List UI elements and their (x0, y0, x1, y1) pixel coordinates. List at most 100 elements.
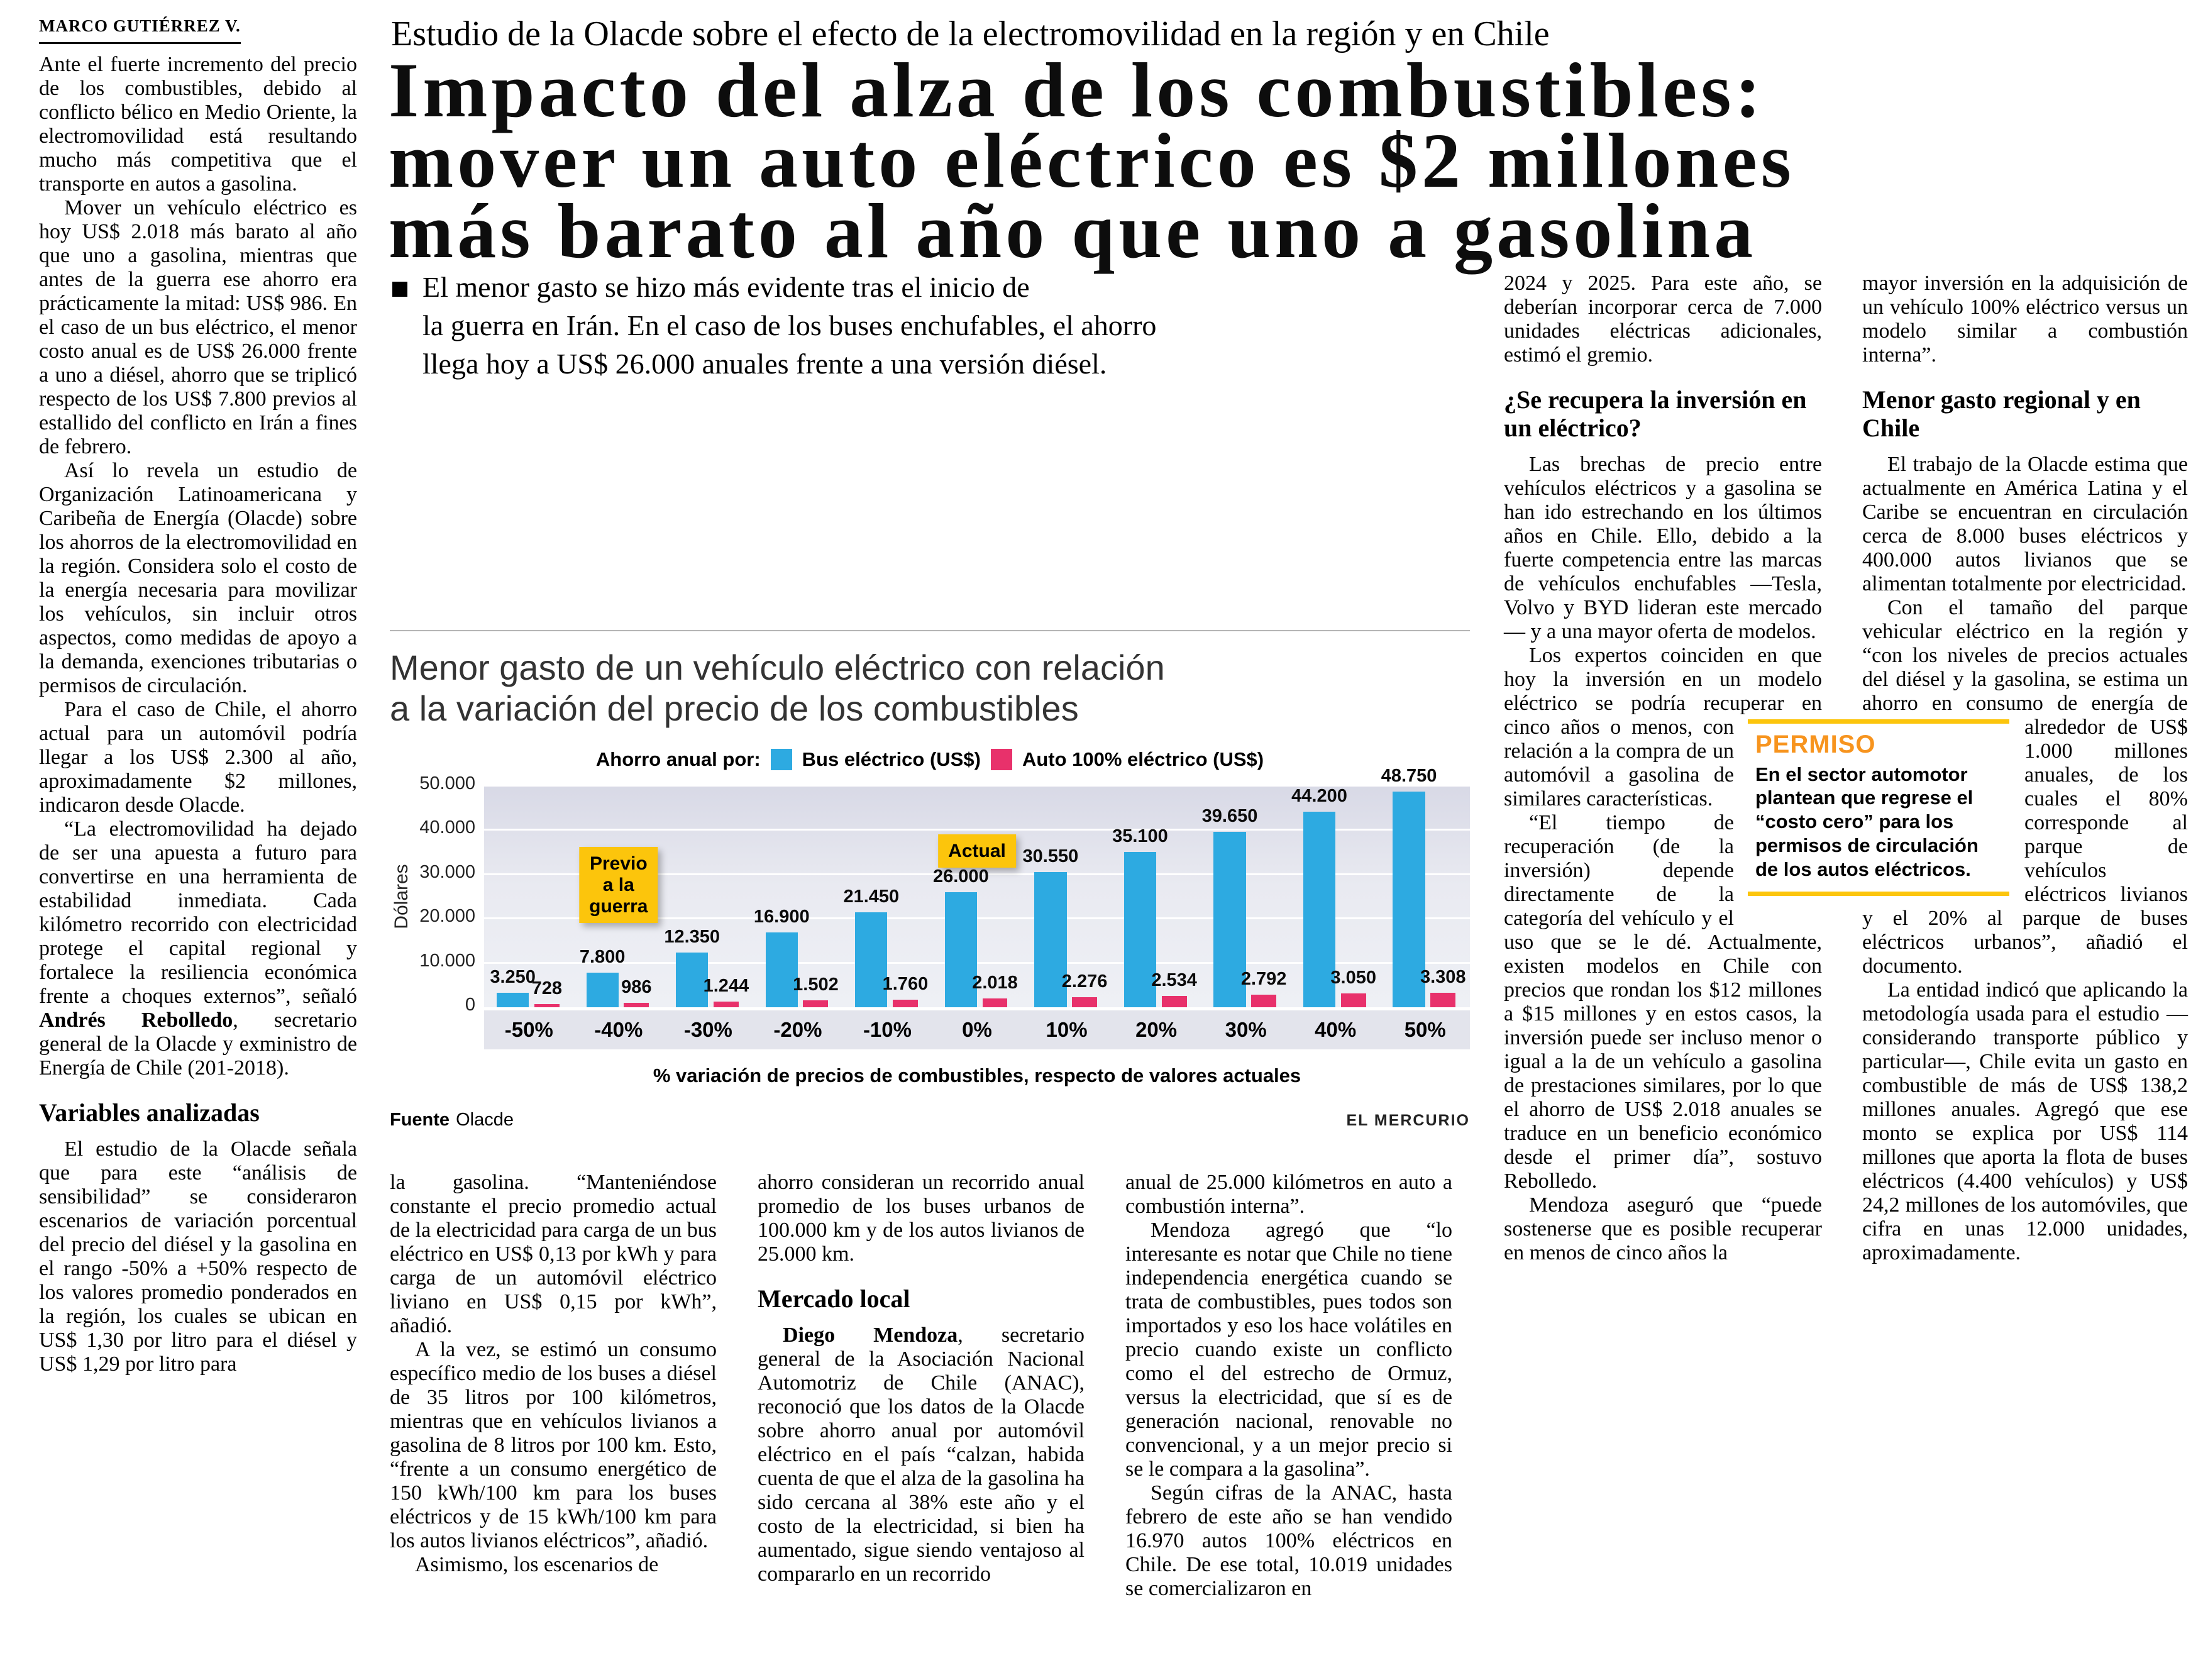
chart-category-group: 21.450 1.760 (842, 786, 932, 1007)
bus-value-label: 12.350 (664, 926, 720, 947)
section-subhead: Variables analizadas (39, 1098, 260, 1127)
chart-body: Dólares 50.000 40.000 30.000 20.000 10.000 0 … (390, 766, 1470, 1015)
article-paragraph: Mover un vehículo eléctrico es hoy US$ 2… (39, 196, 357, 458)
auto-bar (893, 999, 918, 1007)
chart-legend: Ahorro anual por: Bus eléctrico (US$) Au… (390, 748, 1470, 771)
bus-value-label: 30.550 (1022, 846, 1079, 866)
chart-category-group: 48.750 3.308 (1380, 766, 1470, 1007)
x-axis-title: % variación de precios de combustibles, … (653, 1064, 1301, 1086)
auto-value-label: 2.792 (1240, 969, 1287, 990)
x-category-label: 40% (1315, 1017, 1357, 1041)
article-paragraph: anual de 25.000 kilómetros en auto a com… (1125, 1171, 1452, 1218)
x-category-label: 20% (1135, 1017, 1178, 1041)
article-column-2: la gasolina. “Manteniéndose constante el… (390, 1171, 717, 1577)
chart-category-group: 16.900 1.502 (753, 786, 843, 1007)
section-subhead: Menor gasto regional y en Chile (1862, 385, 2141, 442)
section-subhead: Mercado local (758, 1285, 910, 1313)
auto-bar (1430, 992, 1456, 1007)
chart-annotation: Previo a la guerra (579, 847, 658, 924)
newspaper-credit: EL MERCURIO (1346, 1111, 1470, 1129)
bus-value-label: 21.450 (843, 886, 900, 907)
article-paragraph: Según cifras de la ANAC, hasta febrero d… (1125, 1481, 1452, 1600)
x-category-label: 0% (962, 1017, 992, 1041)
auto-value-label: 728 (531, 978, 562, 998)
article-paragraph: Para el caso de Chile, el ahorro actual … (39, 698, 357, 817)
byline: MARCO GUTIÉRREZ V. (39, 16, 241, 44)
y-tick-label: 10.000 (419, 950, 475, 971)
y-tick-label: 20.000 (419, 906, 475, 927)
bus-bar (944, 892, 977, 1007)
auto-bar (1251, 995, 1277, 1007)
legend-label: Ahorro anual por: (595, 748, 761, 770)
auto-bar (803, 1000, 829, 1007)
bus-bar (1213, 831, 1246, 1007)
lede-text: El menor gasto se hizo más evidente tras… (422, 271, 1157, 380)
article-column-6: mayor inversión en la adquisición de un … (1748, 272, 2188, 1265)
bus-bar (496, 993, 529, 1007)
chart-category-group: 3.250 728 (484, 786, 574, 1007)
chart-category-group: 12.350 1.244 (663, 786, 753, 1007)
legend-swatch-bus (770, 748, 792, 770)
article-paragraph: Mendoza agregó que “lo interesante es no… (1125, 1219, 1452, 1481)
chart-annotation: Actual (938, 834, 1016, 868)
article-paragraph: A la vez, se estimó un consumo específic… (390, 1338, 717, 1552)
auto-bar (624, 1002, 649, 1007)
chart-source: Fuente Olacde (390, 1110, 514, 1130)
auto-value-label: 1.244 (703, 976, 749, 997)
chart-source-name: Olacde (456, 1109, 514, 1130)
auto-bar (1161, 996, 1187, 1007)
auto-value-label: 1.760 (882, 973, 929, 994)
x-category-label: 30% (1225, 1017, 1267, 1041)
x-category-label: 50% (1404, 1017, 1446, 1041)
x-axis-categories: -50% -40% -30% -20% -10% 0% 10% 20% 30% 40% 50% (484, 1010, 1470, 1049)
bus-value-label: 39.650 (1201, 805, 1258, 826)
legend-item-bus: Bus eléctrico (US$) (802, 748, 981, 770)
auto-value-label: 3.308 (1420, 966, 1466, 987)
auto-bar (1340, 993, 1366, 1007)
bus-value-label: 48.750 (1381, 765, 1437, 786)
bus-bar (1034, 871, 1067, 1007)
article-column-4: anual de 25.000 kilómetros en auto a com… (1125, 1171, 1452, 1601)
article-paragraph: Así lo revela un estudio de Organización… (39, 459, 357, 697)
chart-category-group: 30.550 2.276 (1022, 786, 1112, 1007)
bus-bar (676, 952, 709, 1007)
permiso-box-title: PERMISO (1755, 730, 1876, 758)
auto-bar (534, 1003, 560, 1007)
x-category-label: -40% (594, 1017, 643, 1041)
y-tick-label: 30.000 (419, 861, 475, 882)
chart-footer: Fuente Olacde EL MERCURIO (390, 1110, 1470, 1130)
auto-value-label: 986 (621, 976, 652, 997)
article-paragraph: La entidad indicó que aplicando la metod… (1862, 978, 2188, 1264)
auto-value-label: 3.050 (1330, 968, 1376, 988)
legend-swatch-auto (990, 748, 1012, 770)
article-paragraph: Ante el fuerte incremento del precio de … (39, 53, 357, 196)
auto-value-label: 1.502 (793, 975, 839, 995)
y-tick-label: 50.000 (419, 773, 475, 793)
y-axis-ticks: 50.000 40.000 30.000 20.000 10.000 0 (390, 773, 484, 1015)
article-column-5: 2024 y 2025. Para este año, se deberían … (1504, 272, 1822, 1265)
article-paragraph: El estudio de la Olacde señala que para … (39, 1137, 357, 1376)
bold-name: Diego Mendoza (783, 1323, 958, 1347)
y-tick-label: 0 (465, 994, 475, 1015)
gridline (484, 961, 1470, 964)
lede-bullet-square (392, 282, 407, 297)
kicker: Estudio de la Olacde sobre el efecto de … (391, 14, 1550, 53)
bus-bar (1123, 851, 1157, 1007)
article-paragraph: mayor inversión en la adquisición de un … (1862, 272, 2188, 367)
chart-top-rule (390, 630, 1470, 631)
bold-name: Andrés Rebolledo (39, 1009, 233, 1032)
article-paragraph: El trabajo de la Olacde estima que actua… (1862, 452, 2188, 595)
article-column-3: ahorro consideran un recorrido anual pro… (758, 1171, 1085, 1586)
bus-bar (1303, 811, 1336, 1007)
article-paragraph: Con el tamaño del parque vehicular eléct… (1748, 596, 2188, 978)
article-paragraph: Mendoza aseguró que “puede sostenerse qu… (1504, 1193, 1822, 1264)
chart-title: Menor gasto de un vehículo eléctrico con… (390, 648, 1165, 728)
article-paragraph: “El tiempo de recuperación (de la invers… (1504, 810, 1822, 1193)
bus-bar (765, 932, 798, 1007)
article-paragraph: Asimismo, los escenarios de (415, 1553, 659, 1576)
chart-source-label: Fuente (390, 1109, 450, 1130)
chart-category-group: 7.800 986 (574, 786, 664, 1007)
section-subhead: ¿Se recupera la inversión en un eléctric… (1504, 385, 1807, 442)
permiso-box: PERMISO En el sector automotor plantean q… (1748, 719, 2009, 896)
